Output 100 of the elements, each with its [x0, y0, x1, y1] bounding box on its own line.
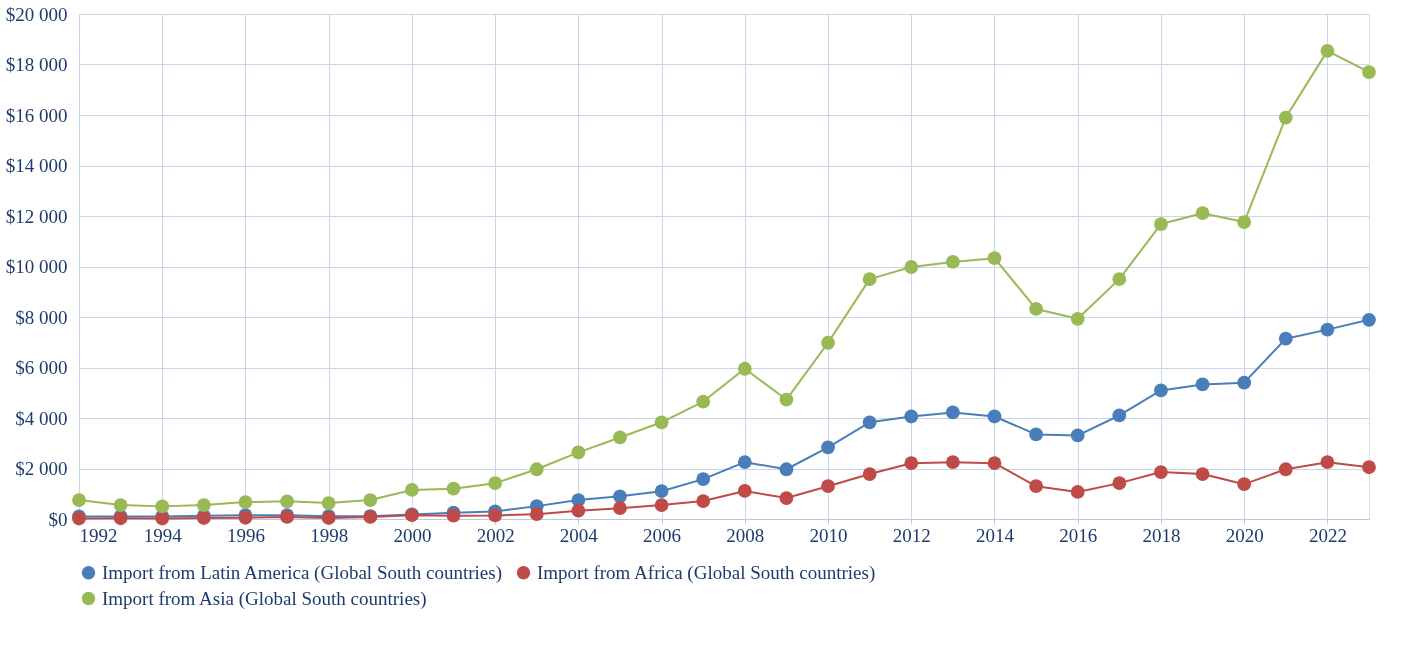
point — [779, 462, 794, 477]
point — [696, 394, 711, 409]
y-tick-label: $12 000 — [5, 205, 68, 227]
point — [571, 445, 586, 460]
point — [737, 484, 752, 498]
point — [113, 498, 128, 512]
y-tick-label: $8 000 — [15, 306, 68, 328]
point — [529, 507, 544, 522]
x-tick-label: 1996 — [226, 524, 265, 546]
point — [1195, 206, 1210, 221]
y-tick-label: $10 000 — [5, 256, 68, 277]
x-tick-label: 2008 — [726, 524, 765, 546]
point — [821, 335, 835, 350]
x-tick-label: 2006 — [643, 524, 682, 546]
point — [737, 361, 752, 376]
x-tick-label: 2022 — [1308, 524, 1347, 546]
point — [1278, 462, 1293, 477]
point — [654, 484, 669, 499]
point — [987, 409, 1002, 424]
point — [945, 455, 960, 470]
y-tick-label: $18 000 — [5, 54, 68, 75]
point — [238, 495, 253, 509]
point — [862, 415, 877, 430]
point — [987, 456, 1002, 471]
point — [613, 501, 627, 516]
point — [1362, 65, 1376, 79]
x-tick-label: 2002 — [476, 524, 515, 546]
point — [1195, 467, 1210, 481]
point — [1070, 428, 1085, 443]
legend-label: Import from Latin America (Global South countries) — [102, 561, 502, 584]
point — [1154, 217, 1168, 231]
point — [613, 430, 627, 445]
x-tick-label: 2014 — [975, 524, 1015, 546]
y-tick-label: $4 000 — [15, 407, 68, 429]
point — [1195, 377, 1210, 392]
y-tick-label: $0 — [48, 508, 68, 530]
point — [446, 481, 461, 496]
y-tick-label: $14 000 — [5, 155, 68, 176]
legend-label: Import from Africa (Global South countries) — [537, 561, 876, 584]
point — [1029, 479, 1043, 494]
point — [1320, 43, 1335, 58]
point — [1237, 477, 1252, 492]
point — [737, 455, 752, 470]
point — [779, 491, 794, 505]
point — [1070, 485, 1085, 499]
point — [1278, 331, 1293, 346]
point — [613, 489, 627, 504]
point — [904, 456, 919, 471]
x-tick-label: 2000 — [393, 524, 432, 546]
point — [571, 503, 586, 518]
point — [1320, 455, 1335, 470]
point — [155, 499, 170, 514]
point — [779, 392, 794, 407]
point — [72, 493, 86, 507]
point — [488, 508, 503, 523]
x-tick-label: 2016 — [1059, 524, 1098, 546]
point — [1154, 383, 1168, 398]
point — [945, 405, 960, 420]
point — [862, 467, 877, 481]
point — [1029, 302, 1043, 316]
point — [1362, 312, 1376, 327]
point — [696, 472, 711, 486]
point — [654, 415, 669, 430]
point — [654, 498, 669, 512]
point — [1320, 322, 1335, 337]
x-tick-label: 1994 — [143, 524, 183, 546]
x-tick-label: 2018 — [1142, 524, 1181, 546]
point — [1278, 110, 1293, 125]
point — [1154, 465, 1168, 479]
point — [862, 272, 877, 286]
point — [1237, 375, 1252, 390]
point — [696, 494, 711, 508]
point — [488, 476, 503, 491]
x-tick-label: 2010 — [809, 524, 848, 546]
point — [1112, 408, 1127, 423]
y-tick-label: $2 000 — [15, 458, 68, 479]
x-tick-label: 1992 — [79, 524, 118, 546]
x-tick-label: 2004 — [559, 524, 599, 546]
y-tick-label: $16 000 — [5, 104, 68, 126]
point — [405, 483, 419, 497]
point — [1362, 460, 1376, 475]
point — [363, 493, 378, 507]
point — [821, 440, 835, 455]
legend-label: Import from Asia (Global South countries) — [102, 587, 427, 610]
x-tick-label: 2012 — [892, 524, 931, 546]
point — [945, 255, 960, 269]
point — [529, 462, 544, 477]
x-tick-label: 2020 — [1225, 524, 1264, 546]
point — [1237, 215, 1252, 229]
point — [1070, 311, 1085, 326]
point — [196, 498, 211, 512]
point — [987, 251, 1002, 266]
point — [321, 496, 336, 510]
point — [904, 409, 919, 424]
x-tick-label: 1998 — [310, 524, 349, 546]
y-tick-label: $20 000 — [5, 3, 68, 25]
point — [821, 479, 835, 494]
y-tick-label: $6 000 — [15, 357, 68, 378]
point — [1029, 427, 1043, 442]
point — [280, 494, 294, 509]
